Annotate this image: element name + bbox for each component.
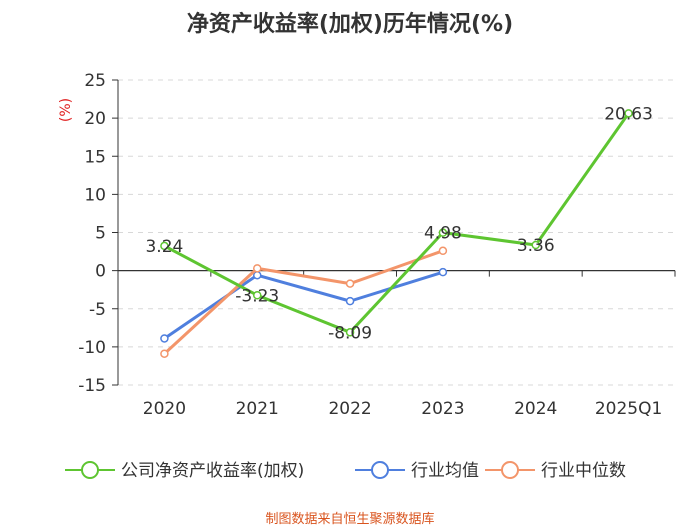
data-point (160, 334, 169, 343)
data-label: 3.24 (145, 237, 183, 257)
data-point (345, 328, 355, 337)
data-point (345, 279, 355, 288)
data-point (438, 267, 448, 277)
x-tick-label: 2021 (236, 399, 279, 419)
data-point (160, 349, 169, 358)
series-line-0 (163, 112, 630, 334)
y-tick-label: 20 (84, 109, 106, 129)
data-label: 3.36 (517, 236, 555, 256)
legend-label: 行业中位数 (541, 461, 626, 481)
grid-lines (118, 79, 675, 386)
series-line-2 (163, 249, 444, 355)
data-labels: 3.24 -3.23 -8.09 4.98 3.36 20.63 (145, 104, 652, 343)
legend-swatch-marker (81, 461, 99, 479)
y-tick-label: 25 (84, 71, 106, 91)
x-tick-label: 2022 (328, 399, 371, 419)
x-tick-label: 2024 (514, 399, 557, 419)
data-point (160, 241, 169, 251)
y-tick-label: -5 (89, 300, 106, 320)
data-point (253, 270, 262, 280)
data-point (624, 109, 633, 118)
data-point (345, 296, 355, 306)
data-label: 20.63 (604, 104, 653, 124)
y-tick-label: -10 (78, 338, 106, 358)
data-point (438, 246, 448, 256)
legend: 公司净资产收益率(加权) 行业均值 行业中位数 (65, 461, 626, 481)
data-label: 4.98 (424, 224, 462, 244)
series-lines (160, 109, 633, 358)
data-label: -3.23 (235, 286, 279, 306)
legend-swatch-marker (501, 461, 519, 479)
x-tick-label: 2023 (421, 399, 464, 419)
data-point (253, 264, 262, 273)
data-point (531, 240, 540, 250)
y-tick-label: -15 (78, 376, 106, 396)
y-tick-label: 15 (84, 147, 106, 167)
data-label: -8.09 (328, 323, 372, 343)
chart-title: 净资产收益率(加权)历年情况(%) (186, 12, 514, 37)
y-tick-label: 0 (95, 262, 106, 282)
y-tick-label: 10 (84, 185, 106, 205)
legend-label: 公司净资产收益率(加权) (121, 461, 304, 481)
data-point (438, 228, 448, 237)
x-tick-label: 2025Q1 (595, 399, 662, 419)
y-tick-label: 5 (95, 224, 106, 244)
legend-label: 行业均值 (411, 461, 479, 481)
y-axis-label: (%) (58, 98, 74, 122)
legend-swatch-marker (371, 461, 389, 479)
source-note: 制图数据来自恒生聚源数据库 (265, 512, 435, 527)
series-line-1 (163, 270, 444, 340)
data-point (253, 291, 262, 300)
x-tick-label: 2020 (143, 399, 186, 419)
axes: 25 20 15 10 5 0 -5 -10 -15 2020 2021 2022 2023 2024 20… (78, 71, 676, 419)
